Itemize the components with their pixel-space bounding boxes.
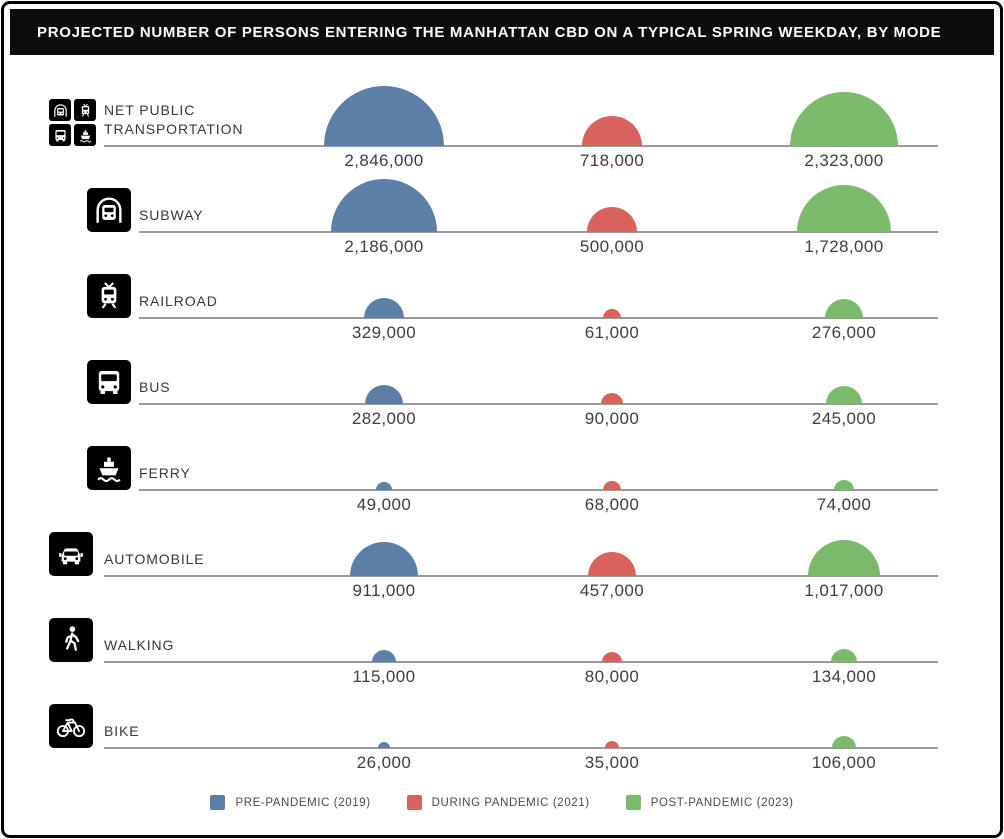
value-post-pandemic: 2,323,000 [804,151,884,170]
bubble-during-pandemic [581,115,643,146]
bubble-post-pandemic [831,649,857,662]
legend-label: DURING PANDEMIC (2021) [431,796,590,809]
legend: PRE-PANDEMIC (2019) DURING PANDEMIC (202… [4,795,1000,810]
legend-item-pre-pandemic: PRE-PANDEMIC (2019) [210,795,370,810]
automobile-icon [49,532,93,576]
chart-row: SUBWAY 2,186,000 500,000 1,728,000 [4,175,1000,261]
bubble-post-pandemic [834,480,854,490]
value-pre-pandemic: 2,186,000 [344,237,424,256]
bubble-pre-pandemic [371,649,396,662]
value-pre-pandemic: 911,000 [352,581,416,600]
bubble-pre-pandemic [350,542,418,576]
legend-item-post-pandemic: POST-PANDEMIC (2023) [625,795,794,810]
bubble-during-pandemic [586,206,638,232]
bubble-post-pandemic [825,299,863,318]
chart-title: PROJECTED NUMBER OF PERSONS ENTERING THE… [37,23,942,41]
row-label: SUBWAY [139,207,204,224]
ferry-icon [87,446,131,490]
value-pre-pandemic: 26,000 [356,753,412,772]
value-post-pandemic: 276,000 [811,323,877,342]
row-label: NET PUBLIC TRANSPORTATION [104,102,244,138]
during-pandemic-swatch [406,795,422,810]
title-bar: PROJECTED NUMBER OF PERSONS ENTERING THE… [10,9,994,55]
railroad-icon [74,99,96,121]
chart-row: BIKE 26,000 35,000 106,000 [4,691,1000,777]
value-during-pandemic: 35,000 [584,753,640,772]
bubble-during-pandemic [602,480,622,490]
bubble-post-pandemic [789,91,899,146]
baseline [104,747,938,749]
value-post-pandemic: 74,000 [816,495,872,514]
railroad-icon [87,274,131,318]
bubble-post-pandemic [797,185,891,232]
bubble-pre-pandemic [363,297,405,318]
bubble-pre-pandemic [365,385,403,404]
baseline [139,231,938,233]
row-label: FERRY [139,465,191,482]
bubble-during-pandemic [603,309,621,318]
bubble-pre-pandemic [331,179,437,232]
row-label: BUS [139,379,171,396]
chart-row: FERRY 49,000 68,000 74,000 [4,433,1000,519]
value-post-pandemic: 134,000 [811,667,877,686]
value-pre-pandemic: 282,000 [351,409,417,428]
bubble-pre-pandemic [324,86,444,146]
value-during-pandemic: 457,000 [579,581,645,600]
chart-row: WALKING 115,000 80,000 134,000 [4,605,1000,691]
value-post-pandemic: 245,000 [811,409,877,428]
walking-icon [49,618,93,662]
ferry-icon [74,124,96,146]
net-public-transportation-icon [49,99,96,146]
value-during-pandemic: 68,000 [584,495,640,514]
row-label: WALKING [104,637,175,654]
subway-icon [87,188,131,232]
bike-icon [49,704,93,748]
legend-item-during-pandemic: DURING PANDEMIC (2021) [406,795,590,810]
value-pre-pandemic: 329,000 [351,323,417,342]
value-during-pandemic: 80,000 [584,667,640,686]
bubble-pre-pandemic [378,742,390,748]
chart-rows: NET PUBLIC TRANSPORTATION 2,846,000 718,… [4,86,1000,777]
bubble-during-pandemic [601,393,623,404]
legend-label: POST-PANDEMIC (2023) [650,796,794,809]
chart-row: RAILROAD 329,000 61,000 276,000 [4,261,1000,347]
legend-label: PRE-PANDEMIC (2019) [235,796,371,809]
bubble-post-pandemic [832,736,856,748]
bubble-post-pandemic [808,540,880,576]
value-pre-pandemic: 49,000 [356,495,412,514]
baseline [104,145,938,147]
value-during-pandemic: 500,000 [579,237,645,256]
baseline [139,489,938,491]
value-during-pandemic: 61,000 [584,323,640,342]
chart-row: NET PUBLIC TRANSPORTATION 2,846,000 718,… [4,86,1000,175]
bus-icon [87,360,131,404]
row-label: BIKE [104,723,140,740]
pre-pandemic-swatch [210,795,226,810]
bubble-during-pandemic [588,552,637,576]
subway-icon [49,99,71,121]
value-post-pandemic: 106,000 [811,753,877,772]
row-label: AUTOMOBILE [104,551,205,568]
baseline [139,403,938,405]
value-post-pandemic: 1,017,000 [804,581,884,600]
post-pandemic-swatch [625,795,641,810]
value-pre-pandemic: 2,846,000 [344,151,424,170]
baseline [104,575,938,577]
chart-row: AUTOMOBILE 911,000 457,000 1,017,000 [4,519,1000,605]
baseline [139,317,938,319]
bubble-post-pandemic [826,386,862,404]
bubble-during-pandemic [605,741,619,748]
value-during-pandemic: 90,000 [584,409,640,428]
value-during-pandemic: 718,000 [579,151,645,170]
row-label: RAILROAD [139,293,218,310]
bubble-pre-pandemic [376,482,392,490]
value-pre-pandemic: 115,000 [352,667,416,686]
bus-icon [49,124,71,146]
bubble-during-pandemic [601,651,622,662]
baseline [104,661,938,663]
value-post-pandemic: 1,728,000 [804,237,884,256]
chart-row: BUS 282,000 90,000 245,000 [4,347,1000,433]
